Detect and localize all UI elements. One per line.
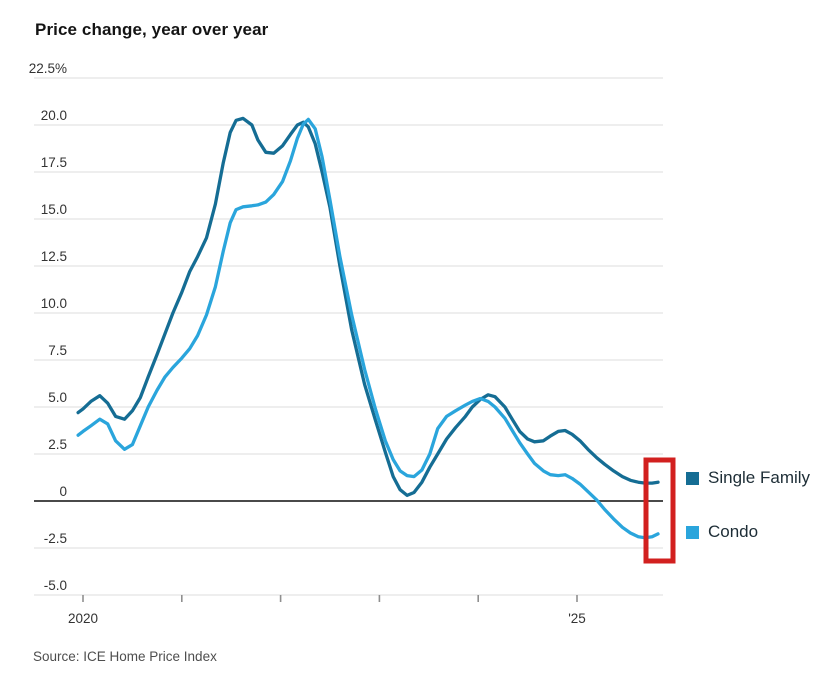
legend-item-single-family: Single Family <box>686 468 810 488</box>
y-axis-label: -2.5 <box>44 531 67 546</box>
y-axis-label: 22.5% <box>29 61 67 76</box>
condo-swatch-icon <box>686 525 699 539</box>
y-axis-label: -5.0 <box>44 578 67 593</box>
y-axis-label: 0 <box>59 484 67 499</box>
series-line-condo <box>76 117 660 540</box>
y-axis-label: 20.0 <box>41 108 67 123</box>
legend-item-condo: Condo <box>686 522 758 542</box>
latest-values-highlight-box <box>643 457 676 564</box>
y-axis-label: 7.5 <box>48 343 67 358</box>
y-axis-label: 17.5 <box>41 155 67 170</box>
legend-label-single-family: Single Family <box>708 468 811 487</box>
y-axis-label: 5.0 <box>48 390 67 405</box>
source-attribution: Source: ICE Home Price Index <box>33 649 217 664</box>
y-axis-label: 2.5 <box>48 437 67 452</box>
y-axis-label: 10.0 <box>41 296 67 311</box>
x-axis-label-25: '25 <box>568 611 586 626</box>
x-axis-label-2020: 2020 <box>67 611 99 626</box>
legend-label-condo: Condo <box>708 522 759 541</box>
chart-title: Price change, year over year <box>35 20 269 39</box>
y-axis-label: 12.5 <box>41 249 67 264</box>
single-family-swatch-icon <box>686 471 699 485</box>
y-axis-label: 15.0 <box>41 202 67 217</box>
series-line-single-family <box>76 116 660 498</box>
